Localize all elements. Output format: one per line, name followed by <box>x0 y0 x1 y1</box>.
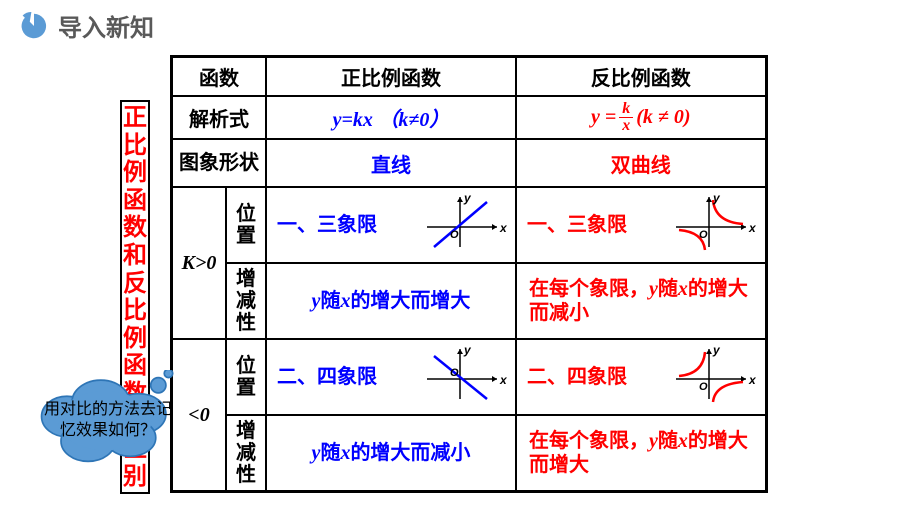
row-formula: 解析式 y=kx （k≠0） y = k x (k ≠ 0) <box>172 96 767 139</box>
kpos-pos-inverse: 一、三象限 <box>523 213 669 237</box>
header-title: 导入新知 <box>58 8 154 43</box>
kneg-pos-direct: 二、四象限 <box>273 365 419 389</box>
formula-label: 解析式 <box>172 96 267 139</box>
shape-inverse: 双曲线 <box>516 139 766 187</box>
svg-text:y: y <box>712 344 721 357</box>
svg-text:O: O <box>699 229 708 241</box>
svg-text:x: x <box>499 221 507 235</box>
row-kneg-position: <0 位置 二、四象限 x y O 二、四象限 <box>172 339 767 415</box>
graph-line-pos: x y O <box>419 192 509 258</box>
kneg-pos-inverse: 二、四象限 <box>523 365 669 389</box>
kneg-pos-inverse-cell: 二、四象限 x y O <box>516 339 766 415</box>
table-header-row: 函数 正比例函数 反比例函数 <box>172 57 767 97</box>
kpos-pos-direct-cell: 一、三象限 x y O <box>266 187 516 263</box>
svg-text:x: x <box>499 373 507 387</box>
inv-cond: (k ≠ 0) <box>636 106 690 129</box>
kneg-mono-inverse: 在每个象限，y随x的增大而增大 <box>516 415 766 492</box>
inv-y: y = <box>591 106 616 129</box>
kneg-mono-direct: y随x的增大而减小 <box>266 415 516 492</box>
kpos-label: K>0 <box>172 187 227 339</box>
kpos-mono-label: 增减性 <box>226 263 266 339</box>
kpos-pos-label: 位置 <box>226 187 266 263</box>
svg-text:x: x <box>748 373 756 387</box>
svg-text:y: y <box>712 192 721 205</box>
header-direct: 正比例函数 <box>266 57 516 97</box>
header-inverse: 反比例函数 <box>516 57 766 97</box>
comparison-table: 函数 正比例函数 反比例函数 解析式 y=kx （k≠0） y = k x (k… <box>170 55 768 493</box>
svg-text:y: y <box>463 192 472 205</box>
graph-hyper-pos: x y O <box>669 192 759 258</box>
svg-text:O: O <box>699 381 708 393</box>
row-kpos-mono: 增减性 y随x的增大而增大 在每个象限，y随x的增大而减小 <box>172 263 767 339</box>
inv-x: x <box>619 118 633 134</box>
header-fn: 函数 <box>172 57 267 97</box>
kpos-pos-inverse-cell: 一、三象限 x y O <box>516 187 766 263</box>
inv-frac: k x <box>619 101 633 134</box>
graph-hyper-neg: x y O <box>669 344 759 410</box>
graph-line-neg: x y O <box>419 344 509 410</box>
inv-k: k <box>619 101 633 118</box>
kneg-mono-label: 增减性 <box>226 415 266 492</box>
kneg-pos-label: 位置 <box>226 339 266 415</box>
row-kneg-mono: 增减性 y随x的增大而减小 在每个象限，y随x的增大而增大 <box>172 415 767 492</box>
shape-direct: 直线 <box>266 139 516 187</box>
row-shape: 图象形状 直线 双曲线 <box>172 139 767 187</box>
kpos-pos-direct: 一、三象限 <box>273 213 419 237</box>
kpos-mono-direct: y随x的增大而增大 <box>266 263 516 339</box>
kpos-mono-inverse: 在每个象限，y随x的增大而减小 <box>516 263 766 339</box>
shape-label: 图象形状 <box>172 139 267 187</box>
svg-text:O: O <box>450 229 459 241</box>
formula-direct-cond: （k≠0） <box>378 109 449 131</box>
formula-direct: y=kx （k≠0） <box>266 96 516 139</box>
pie-chart-icon <box>20 12 48 40</box>
slide-header: 导入新知 <box>0 0 920 51</box>
formula-inverse: y = k x (k ≠ 0) <box>516 96 766 139</box>
svg-text:x: x <box>748 221 756 235</box>
kneg-pos-direct-cell: 二、四象限 x y O <box>266 339 516 415</box>
formula-direct-eq: y=kx <box>333 109 373 131</box>
row-kpos-position: K>0 位置 一、三象限 x y O 一、三象限 <box>172 187 767 263</box>
svg-text:y: y <box>463 344 472 357</box>
svg-text:O: O <box>450 367 459 379</box>
cloud-text: 用对比的方法去记忆效果如何？ <box>38 400 178 442</box>
